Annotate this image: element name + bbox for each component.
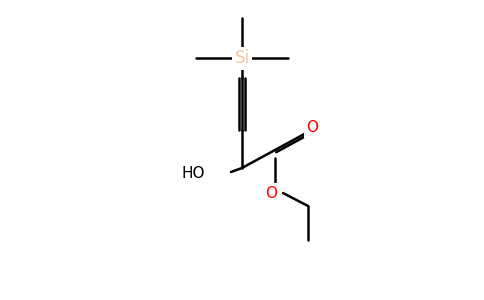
Text: HO: HO [182, 167, 205, 182]
Text: O: O [265, 185, 277, 200]
Text: O: O [306, 121, 318, 136]
Text: Si: Si [234, 49, 250, 67]
